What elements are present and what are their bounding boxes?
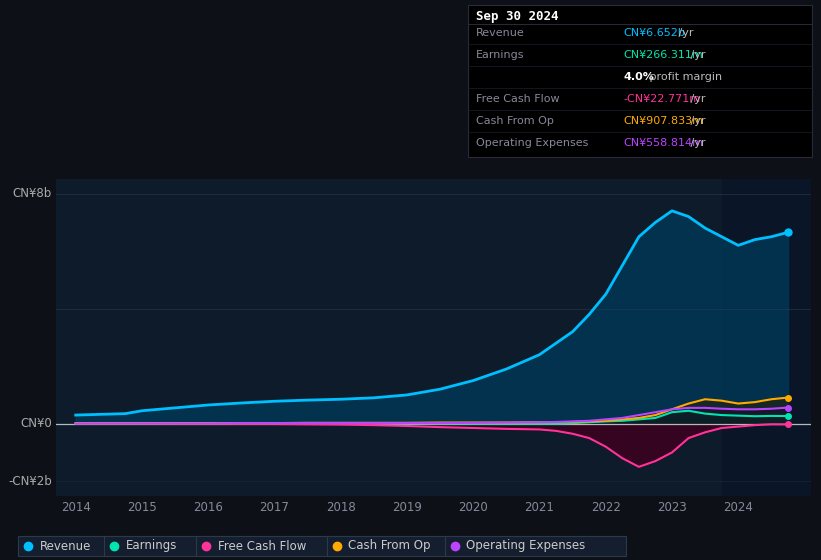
Text: Earnings: Earnings xyxy=(476,50,525,60)
Text: Cash From Op: Cash From Op xyxy=(348,539,431,553)
Text: CN¥266.311m: CN¥266.311m xyxy=(623,50,703,60)
Bar xyxy=(444,536,626,556)
Bar xyxy=(103,536,223,556)
Text: /yr: /yr xyxy=(687,50,705,60)
Text: /yr: /yr xyxy=(687,116,705,126)
Text: CN¥6.652b: CN¥6.652b xyxy=(623,28,685,38)
Text: Revenue: Revenue xyxy=(476,28,525,38)
Bar xyxy=(18,536,131,556)
Text: Sep 30 2024: Sep 30 2024 xyxy=(476,10,558,23)
Text: -CN¥22.771m: -CN¥22.771m xyxy=(623,94,700,104)
Bar xyxy=(722,179,811,496)
Bar xyxy=(468,5,812,157)
Text: profit margin: profit margin xyxy=(646,72,722,82)
Text: Cash From Op: Cash From Op xyxy=(476,116,554,126)
Text: CN¥0: CN¥0 xyxy=(20,417,52,430)
Text: Revenue: Revenue xyxy=(40,539,91,553)
Text: CN¥558.814m: CN¥558.814m xyxy=(623,138,703,148)
Text: Free Cash Flow: Free Cash Flow xyxy=(476,94,560,104)
Text: /yr: /yr xyxy=(675,28,694,38)
Text: /yr: /yr xyxy=(687,138,705,148)
Text: 4.0%: 4.0% xyxy=(623,72,654,82)
Bar xyxy=(327,536,471,556)
Text: Operating Expenses: Operating Expenses xyxy=(476,138,589,148)
Bar xyxy=(195,536,352,556)
Text: /yr: /yr xyxy=(687,94,705,104)
Text: Earnings: Earnings xyxy=(126,539,177,553)
Text: -CN¥2b: -CN¥2b xyxy=(8,475,52,488)
Text: Free Cash Flow: Free Cash Flow xyxy=(218,539,306,553)
Text: CN¥907.833m: CN¥907.833m xyxy=(623,116,703,126)
Text: Operating Expenses: Operating Expenses xyxy=(466,539,585,553)
Text: CN¥8b: CN¥8b xyxy=(12,187,52,200)
